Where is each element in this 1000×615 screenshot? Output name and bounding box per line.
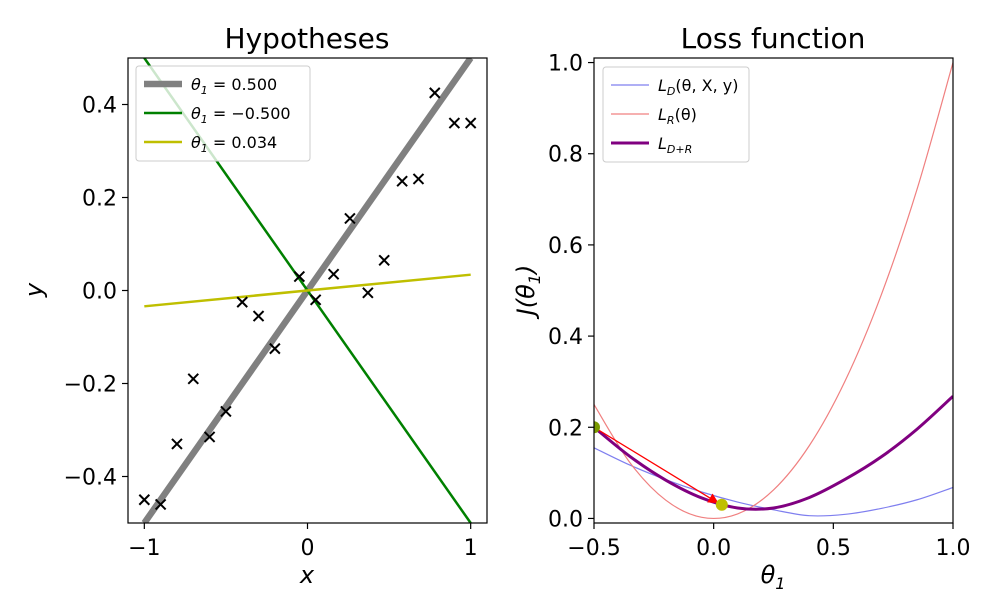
hypotheses-legend-label: θ1 = 0.034 [191,133,277,155]
data-point [203,431,216,443]
data-point [236,296,248,308]
data-point [269,342,281,355]
data-point [138,494,151,506]
loss-ylabel: J(θ1) [512,265,544,320]
loss-legend-label: LD+R [658,134,692,156]
loss-legend-label: LR(θ) [658,105,697,127]
loss-title: Loss function [681,22,866,55]
hypotheses-title: Hypotheses [225,22,390,55]
hypotheses-legend-label: θ1 = −0.500 [191,104,291,126]
loss-xtick-label: −0.5 [567,536,620,561]
data-point [309,294,322,306]
loss-ytick-label: 0.0 [548,507,583,532]
data-point [412,173,425,185]
hypotheses-panel: Hypotheses −1 0 1 −0.4 −0.2 0.0 0.2 0.4 x y θ1 … [20,22,488,589]
theta-marker [594,421,600,434]
loss-ytick-label: 1.0 [548,52,583,77]
hypotheses-ytick-label: 0.2 [82,187,117,212]
loss-ytick-label: 0.2 [548,416,583,441]
data-point [187,373,199,385]
loss-xlabel: θ1 [761,561,786,593]
hypotheses-xtick-label: 1 [464,536,478,561]
loss-ytick-label: 0.6 [548,234,583,259]
data-point [293,270,306,283]
loss-ytick-label: 0.4 [548,325,583,350]
loss-frame [593,57,954,524]
data-point [464,117,477,129]
gradient-step-arrow [594,426,719,504]
loss-legend-box [602,66,750,163]
loss-curve [594,395,953,511]
data-point [171,438,183,450]
data-point [252,310,265,322]
loss-xtick-label: 0.0 [696,536,731,561]
data-point [362,287,374,299]
hypotheses-xtick-label: −1 [128,536,160,561]
loss-curve [594,447,953,517]
hypotheses-ytick-label: −0.2 [64,373,117,398]
hypotheses-xtick-label: 0 [301,536,315,561]
theta-marker [715,498,728,511]
hypotheses-legend-box [135,65,311,162]
hypotheses-ytick-label: −0.4 [64,466,117,491]
hypotheses-ytick-label: 0.4 [82,94,117,119]
data-point [220,405,232,418]
hypotheses-ylabel: y [20,282,48,298]
loss-ytick-label: 0.8 [548,143,583,168]
loss-legend: LD(θ, X, y) LR(θ) LD+R [602,66,750,163]
data-point [448,117,461,129]
loss-panel: Loss function −0.5 0.0 0.5 1.0 0.0 0.2 0.4 0.6 0… [512,22,971,593]
hypotheses-legend-label: θ1 = 0.500 [191,75,277,97]
data-point [429,87,441,99]
hypotheses-ytick-label: 0.0 [82,280,117,305]
data-point [396,175,408,187]
hypothesis-line [144,273,471,308]
data-point [154,498,167,511]
hypotheses-legend: θ1 = 0.500 θ1 = −0.500 θ1 = 0.034 [135,65,311,162]
loss-xtick-label: 0.5 [816,536,851,561]
loss-xtick-label: 1.0 [936,536,971,561]
hypotheses-xlabel: x [299,561,315,589]
data-point [344,212,356,225]
loss-legend-label: LD(θ, X, y) [658,76,738,98]
data-point [327,268,340,280]
loss-curve [594,62,953,520]
data-point [378,254,390,266]
